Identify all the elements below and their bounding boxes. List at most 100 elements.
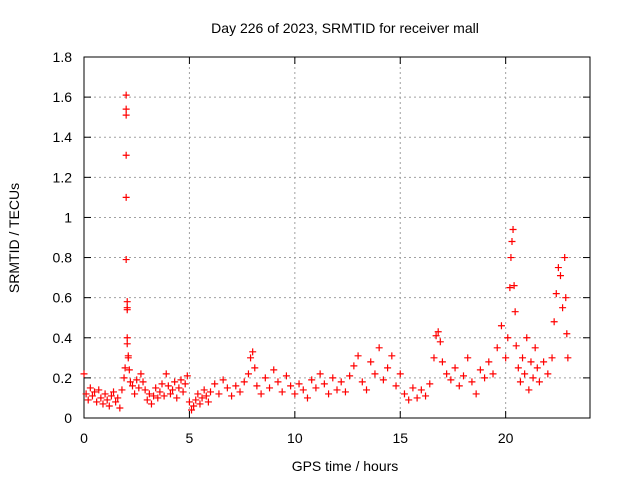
y-tick-label: 1.2	[53, 169, 73, 185]
data-point	[422, 392, 430, 400]
data-point	[436, 338, 444, 346]
data-point	[232, 382, 240, 390]
data-point	[481, 374, 489, 382]
data-point	[156, 388, 164, 396]
data-point	[175, 384, 183, 392]
data-point	[150, 392, 158, 400]
data-point	[107, 392, 115, 400]
data-point	[126, 378, 134, 386]
data-point	[223, 384, 231, 392]
data-point	[556, 272, 564, 280]
data-point	[363, 386, 371, 394]
data-point	[88, 392, 96, 400]
data-point	[329, 374, 337, 382]
data-point	[316, 370, 324, 378]
data-point	[554, 264, 562, 272]
axis-ticks: 0 0.2 0.4 0.6 0.8 1 1.2 1.4 1.6 1.8 0 5 10 15 20	[53, 49, 590, 446]
x-axis-title: GPS time / hours	[292, 458, 399, 474]
data-point	[504, 334, 512, 342]
data-point	[502, 354, 510, 362]
data-point	[447, 376, 455, 384]
data-point	[228, 392, 236, 400]
data-point	[325, 390, 333, 398]
data-point	[93, 398, 101, 406]
data-point	[287, 382, 295, 390]
data-point	[460, 372, 467, 380]
data-point	[270, 366, 278, 374]
data-point	[540, 358, 548, 366]
data-point	[341, 388, 349, 396]
data-point	[514, 364, 522, 372]
data-point	[123, 340, 131, 348]
data-point	[139, 378, 147, 386]
data-point	[257, 390, 265, 398]
data-point	[384, 364, 392, 372]
data-point	[99, 400, 107, 408]
x-tick-label: 10	[287, 430, 303, 446]
data-point	[274, 378, 282, 386]
data-point	[493, 344, 501, 352]
data-point	[511, 308, 519, 316]
data-point	[91, 388, 99, 396]
data-point	[527, 358, 535, 366]
data-point	[409, 384, 417, 392]
data-point	[379, 376, 387, 384]
data-point	[516, 378, 524, 386]
data-point	[135, 384, 143, 392]
data-point	[84, 396, 92, 404]
data-point	[122, 193, 130, 201]
data-point	[240, 378, 248, 386]
data-point	[114, 394, 122, 402]
data-point	[207, 388, 214, 396]
y-tick-label: 0.8	[53, 250, 73, 266]
data-point	[552, 290, 560, 298]
data-point	[559, 304, 567, 312]
data-point	[164, 382, 172, 390]
data-point	[101, 390, 109, 398]
data-point	[192, 396, 200, 404]
data-point	[506, 284, 514, 292]
data-point	[125, 366, 133, 374]
data-point	[535, 378, 543, 386]
data-point	[247, 354, 255, 362]
x-tick-label: 20	[498, 430, 514, 446]
data-point	[128, 382, 136, 390]
data-point	[137, 370, 145, 378]
data-point	[308, 376, 316, 384]
data-point	[476, 366, 484, 374]
data-point	[251, 364, 259, 372]
y-axis-title: SRMTID / TECUs	[6, 183, 22, 293]
data-point	[512, 342, 520, 350]
data-point	[299, 386, 307, 394]
data-point	[519, 354, 527, 362]
data-points	[80, 91, 572, 414]
y-tick-label: 0	[64, 410, 72, 426]
data-point	[346, 372, 354, 380]
data-point	[123, 298, 131, 306]
data-point	[261, 374, 269, 382]
y-tick-label: 0.2	[53, 370, 73, 386]
data-point	[295, 380, 303, 388]
data-point	[396, 370, 404, 378]
data-point	[219, 376, 227, 384]
data-point	[244, 370, 252, 378]
data-point	[215, 390, 223, 398]
x-tick-label: 0	[80, 430, 88, 446]
data-point	[171, 378, 179, 386]
data-point	[179, 388, 187, 396]
data-point	[521, 370, 529, 378]
data-point	[405, 396, 413, 404]
data-point	[154, 394, 162, 402]
chart-title: Day 226 of 2023, SRMTID for receiver mal…	[211, 20, 479, 36]
data-point	[438, 358, 446, 366]
data-point	[432, 332, 440, 340]
data-point	[464, 354, 472, 362]
data-point	[533, 364, 541, 372]
data-point	[392, 382, 400, 390]
data-point	[158, 380, 166, 388]
data-point	[122, 151, 130, 159]
data-point	[110, 388, 118, 396]
data-point	[211, 380, 219, 388]
data-point	[550, 318, 558, 326]
data-point	[152, 384, 160, 392]
